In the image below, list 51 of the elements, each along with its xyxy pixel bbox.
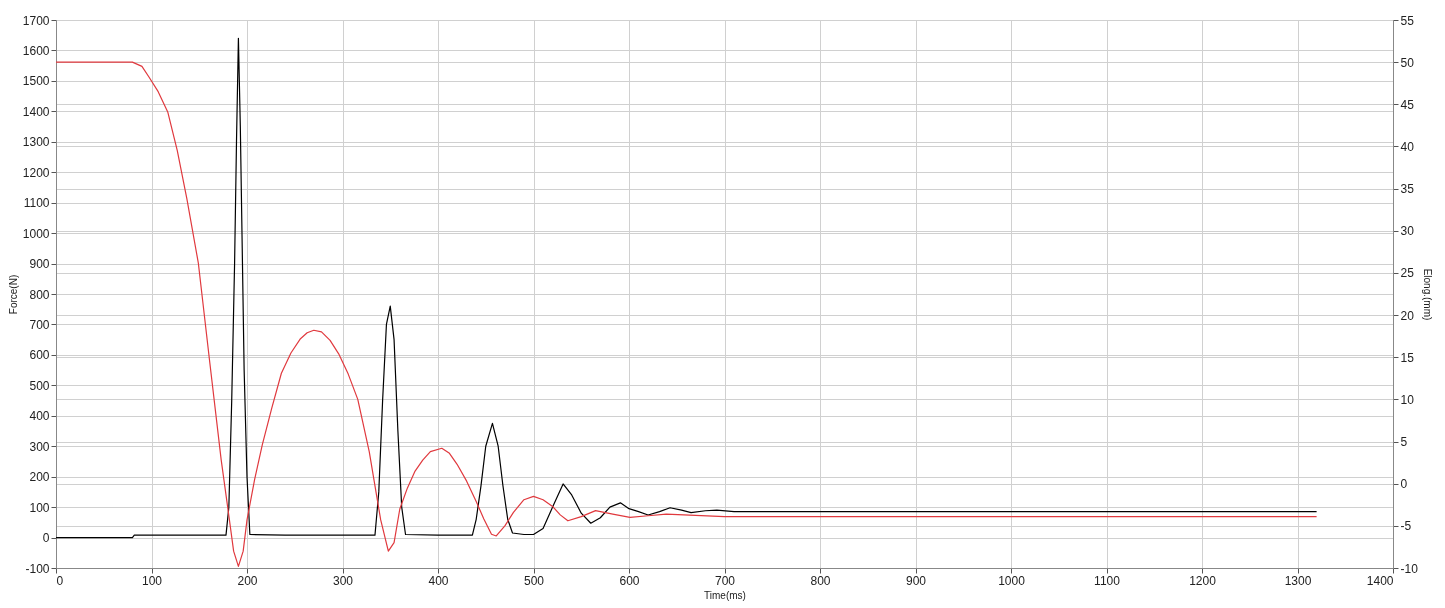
x-axis-title: Time(ms): [704, 589, 746, 601]
y2-tick-label: 50: [1400, 55, 1415, 70]
y2-tick-label: 40: [1400, 139, 1415, 154]
y2-tick-label: 10: [1400, 392, 1415, 407]
y-tick-label: 500: [29, 378, 50, 393]
y-tick-label: 300: [29, 439, 50, 454]
x-tick-label: 500: [523, 573, 545, 588]
y-tick-label: 600: [29, 348, 50, 363]
y-tick-label: 700: [29, 317, 50, 332]
y-tick-label: 1300: [22, 135, 50, 150]
y-tick-label: 400: [29, 409, 50, 424]
y-tick-label: 1500: [22, 74, 50, 89]
y2-axis-title: Elong.(mm): [1421, 268, 1433, 321]
y-tick-label: 800: [29, 287, 50, 302]
x-tick-label: 400: [428, 573, 449, 588]
x-tick-label: 800: [810, 573, 831, 588]
y-tick-label: 1400: [22, 104, 50, 119]
y2-tick-label: 0: [1400, 477, 1408, 492]
y-tick-label: 1100: [23, 196, 50, 211]
x-tick-label: 700: [714, 573, 736, 588]
y-tick-label: 900: [29, 257, 50, 272]
y2-tick-label: -10: [1400, 561, 1419, 576]
y2-tick-label: -5: [1400, 519, 1412, 534]
y-tick-label: 1000: [22, 226, 50, 241]
y-tick-label: 1700: [22, 13, 50, 28]
x-tick-label: 300: [332, 573, 354, 588]
y-tick-label: 200: [29, 470, 50, 485]
x-tick-label: 1200: [1189, 573, 1217, 588]
y2-tick-label: 15: [1400, 350, 1415, 365]
x-tick-label: 1100: [1094, 573, 1121, 588]
y2-tick-label: 30: [1400, 224, 1415, 239]
x-tick-label: 600: [619, 573, 640, 588]
y-tick-label: 0: [42, 531, 50, 546]
y2-tick-label: 20: [1400, 308, 1415, 323]
y2-tick-label: 5: [1400, 435, 1408, 450]
y-tick-label: -100: [25, 561, 50, 576]
y-tick-label: 1600: [22, 43, 50, 58]
x-tick-label: 1300: [1284, 573, 1312, 588]
x-tick-label: 100: [141, 573, 163, 588]
y-axis-title: Force(N): [7, 274, 19, 315]
y-tick-label: 100: [29, 500, 50, 515]
x-tick-label: 200: [237, 573, 258, 588]
y2-tick-label: 55: [1400, 13, 1415, 28]
x-tick-label: 900: [905, 573, 927, 588]
x-tick-label: 0: [56, 573, 64, 588]
x-tick-label: 1400: [1366, 573, 1394, 588]
y2-tick-label: 45: [1400, 97, 1415, 112]
y2-tick-label: 25: [1400, 266, 1415, 281]
y2-tick-label: 35: [1400, 182, 1415, 197]
x-tick-label: 1000: [998, 573, 1026, 588]
y-tick-label: 1200: [22, 165, 50, 180]
